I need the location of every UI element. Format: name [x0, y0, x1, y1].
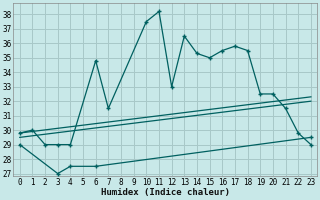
X-axis label: Humidex (Indice chaleur): Humidex (Indice chaleur): [101, 188, 230, 197]
